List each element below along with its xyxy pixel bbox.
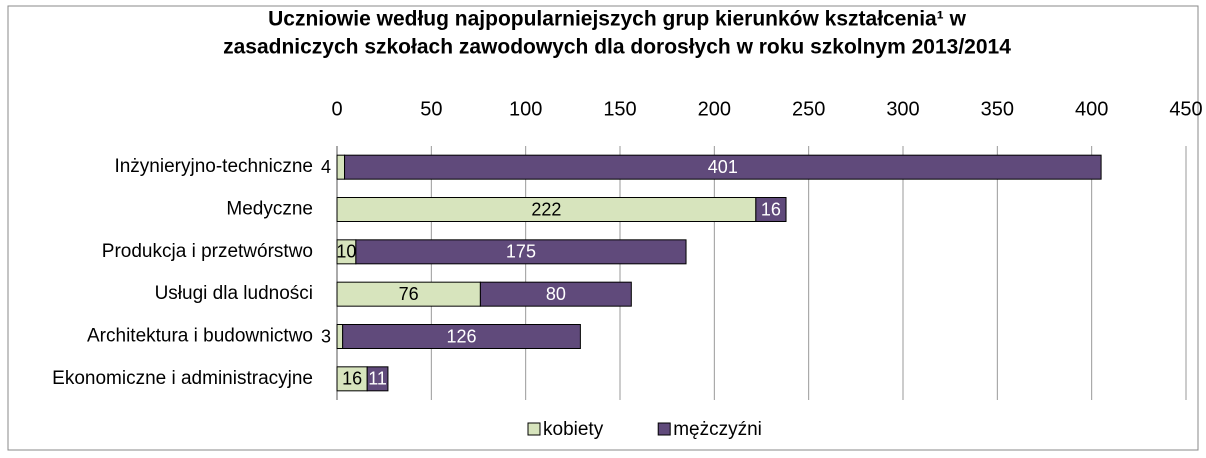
bar-segment bbox=[342, 324, 581, 349]
bar-segment bbox=[344, 154, 1102, 180]
y-tick-label: Architektura i budownictwo bbox=[87, 326, 313, 347]
y-tick-label: Medyczne bbox=[226, 199, 313, 220]
data-label: 222 bbox=[531, 199, 561, 219]
bar-segment bbox=[355, 239, 687, 265]
y-tick-label: Usługi dla ludności bbox=[155, 283, 313, 304]
data-label: 10 bbox=[336, 242, 356, 262]
y-tick-label: Ekonomiczne i administracyjne bbox=[52, 368, 313, 389]
legend-label: kobiety bbox=[543, 419, 604, 440]
data-label: 11 bbox=[368, 369, 387, 389]
data-label: 76 bbox=[399, 284, 419, 304]
data-label: 4 bbox=[321, 157, 331, 177]
x-tick-label: 350 bbox=[981, 98, 1014, 120]
bar-segment bbox=[336, 197, 757, 222]
x-tick-label: 50 bbox=[420, 98, 442, 120]
bar-segment bbox=[755, 197, 787, 222]
bar-segment bbox=[479, 281, 632, 307]
data-label: 401 bbox=[708, 157, 738, 177]
chart-title-line: zasadniczych szkołach zawodowych dla dor… bbox=[223, 36, 1011, 59]
x-tick-label: 250 bbox=[792, 98, 825, 120]
data-label: 175 bbox=[506, 242, 536, 262]
bar-segment bbox=[336, 366, 368, 392]
x-tick-label: 150 bbox=[603, 98, 636, 120]
bar-segment bbox=[336, 324, 344, 349]
data-label: 3 bbox=[321, 326, 331, 346]
y-tick-label: Produkcja i przetwórstwo bbox=[102, 241, 313, 262]
x-tick-label: 400 bbox=[1075, 98, 1108, 120]
data-label: 16 bbox=[342, 369, 362, 389]
x-tick-label: 300 bbox=[886, 98, 919, 120]
bar-segment bbox=[336, 281, 481, 307]
data-label: 16 bbox=[761, 199, 781, 219]
bar-segment bbox=[366, 366, 389, 392]
legend-label: mężczyźni bbox=[673, 419, 762, 440]
x-tick-label: 200 bbox=[698, 98, 731, 120]
x-tick-label: 100 bbox=[509, 98, 542, 120]
chart-frame bbox=[7, 5, 1199, 451]
data-label: 126 bbox=[446, 326, 476, 346]
x-tick-label: 450 bbox=[1169, 98, 1202, 120]
bar-segment bbox=[336, 154, 346, 180]
x-tick-label: 0 bbox=[331, 98, 342, 120]
y-tick-label: Inżynieryjno-techniczne bbox=[114, 156, 313, 177]
legend-swatch bbox=[657, 422, 671, 436]
data-label: 80 bbox=[546, 284, 566, 304]
chart-title-line: Uczniowie według najpopularniejszych gru… bbox=[268, 8, 966, 31]
legend-swatch bbox=[527, 422, 541, 436]
